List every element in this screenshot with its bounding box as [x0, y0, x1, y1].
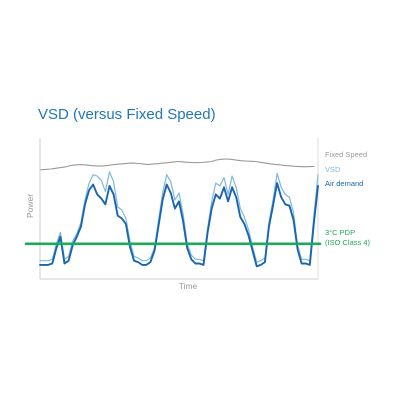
legend-entry-4-line-2: (ISO Class 4)	[325, 238, 371, 247]
chart-title: VSD (versus Fixed Speed)	[38, 106, 216, 123]
series-lines	[24, 158, 322, 268]
legend-entry-2: VSD	[325, 165, 341, 174]
y-axis-label: Power	[25, 194, 35, 218]
axes	[39, 138, 319, 280]
series-line-vsd	[39, 171, 319, 263]
series-line-air-demand	[39, 182, 319, 268]
x-axis-label: Time	[179, 281, 198, 291]
legend-entry-4-line-1: 3°C PDP	[325, 228, 355, 237]
legend-entry-1: Fixed Speed	[325, 150, 367, 159]
legend: Fixed Speed VSD Air demand 3°C PDP(ISO Clas…	[325, 150, 371, 247]
legend-entry-3: Air demand	[325, 179, 363, 188]
series-line-fixed-speed	[40, 158, 315, 171]
